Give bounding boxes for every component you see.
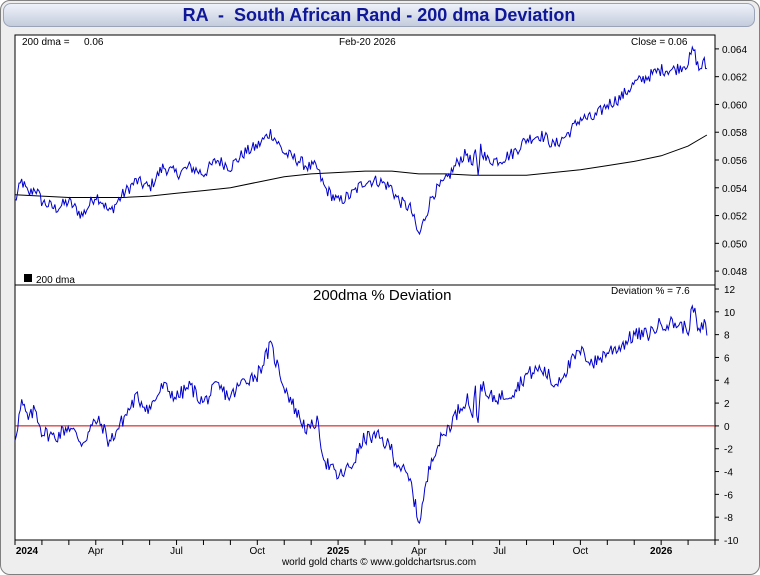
deviation-tick-label: -8 [724, 513, 733, 524]
x-tick-label: 2025 [327, 546, 350, 557]
deviation-tick-label: 12 [724, 285, 736, 296]
legend-swatch-dma [24, 274, 32, 282]
price-tick-label: 0.052 [722, 212, 747, 223]
title-bar: RA - South African Rand - 200 dma Deviat… [3, 3, 755, 27]
price-tick-label: 0.062 [722, 73, 747, 84]
deviation-tick-label: 10 [724, 308, 736, 319]
deviation-tick-label: -4 [724, 468, 733, 479]
price-axis: 0.064 0.062 0.060 0.058 0.056 0.054 0.052 0.050… [715, 45, 747, 278]
price-tick-label: 0.048 [722, 267, 747, 278]
deviation-tick-label: -2 [724, 445, 733, 456]
x-tick-label: 2026 [650, 546, 673, 557]
close-info: Close = 0.06 [631, 37, 688, 48]
price-tick-label: 0.056 [722, 156, 747, 167]
dma-info-label: 200 dma = [22, 37, 70, 48]
deviation-tick-label: 2 [724, 399, 730, 410]
deviation-tick-label: 0 [724, 422, 730, 433]
x-tick-label: 2024 [16, 546, 39, 557]
deviation-tick-label: 4 [724, 376, 730, 387]
x-axis: 2024 Apr Jul Oct 2025 Apr Jul Oct 2026 [14, 540, 716, 557]
footer-credit: world gold charts © www.goldchartsrus.co… [281, 557, 477, 568]
plot-area [14, 34, 716, 541]
price-tick-label: 0.050 [722, 239, 747, 250]
x-tick-label: Jul [170, 546, 183, 557]
deviation-tick-label: -6 [724, 490, 733, 501]
deviation-series-line [14, 304, 708, 524]
x-tick-label: Jul [493, 546, 506, 557]
dma-info-value: 0.06 [84, 37, 104, 48]
dma-series-line [14, 134, 708, 198]
deviation-tick-label: -10 [724, 536, 739, 547]
chart-title: RA - South African Rand - 200 dma Deviat… [182, 5, 576, 25]
legend-label-dma: 200 dma [36, 275, 75, 286]
deviation-tick-label: 6 [724, 353, 730, 364]
date-info: Feb-20 2026 [339, 37, 396, 48]
deviation-axis: 12 10 8 6 4 2 0 -2 -4 -6 -8 -10 [715, 285, 739, 547]
x-tick-label: Oct [573, 546, 589, 557]
deviation-info: Deviation % = 7.6 [611, 286, 690, 297]
x-tick-label: Oct [250, 546, 266, 557]
deviation-tick-label: 8 [724, 331, 730, 342]
price-tick-label: 0.054 [722, 184, 747, 195]
price-tick-label: 0.064 [722, 45, 747, 56]
price-tick-label: 0.060 [722, 100, 747, 111]
x-tick-label: Apr [411, 546, 427, 557]
price-series-line [14, 45, 707, 236]
x-tick-label: Apr [88, 546, 104, 557]
price-tick-label: 0.058 [722, 128, 747, 139]
deviation-panel-title: 200dma % Deviation [313, 287, 451, 304]
